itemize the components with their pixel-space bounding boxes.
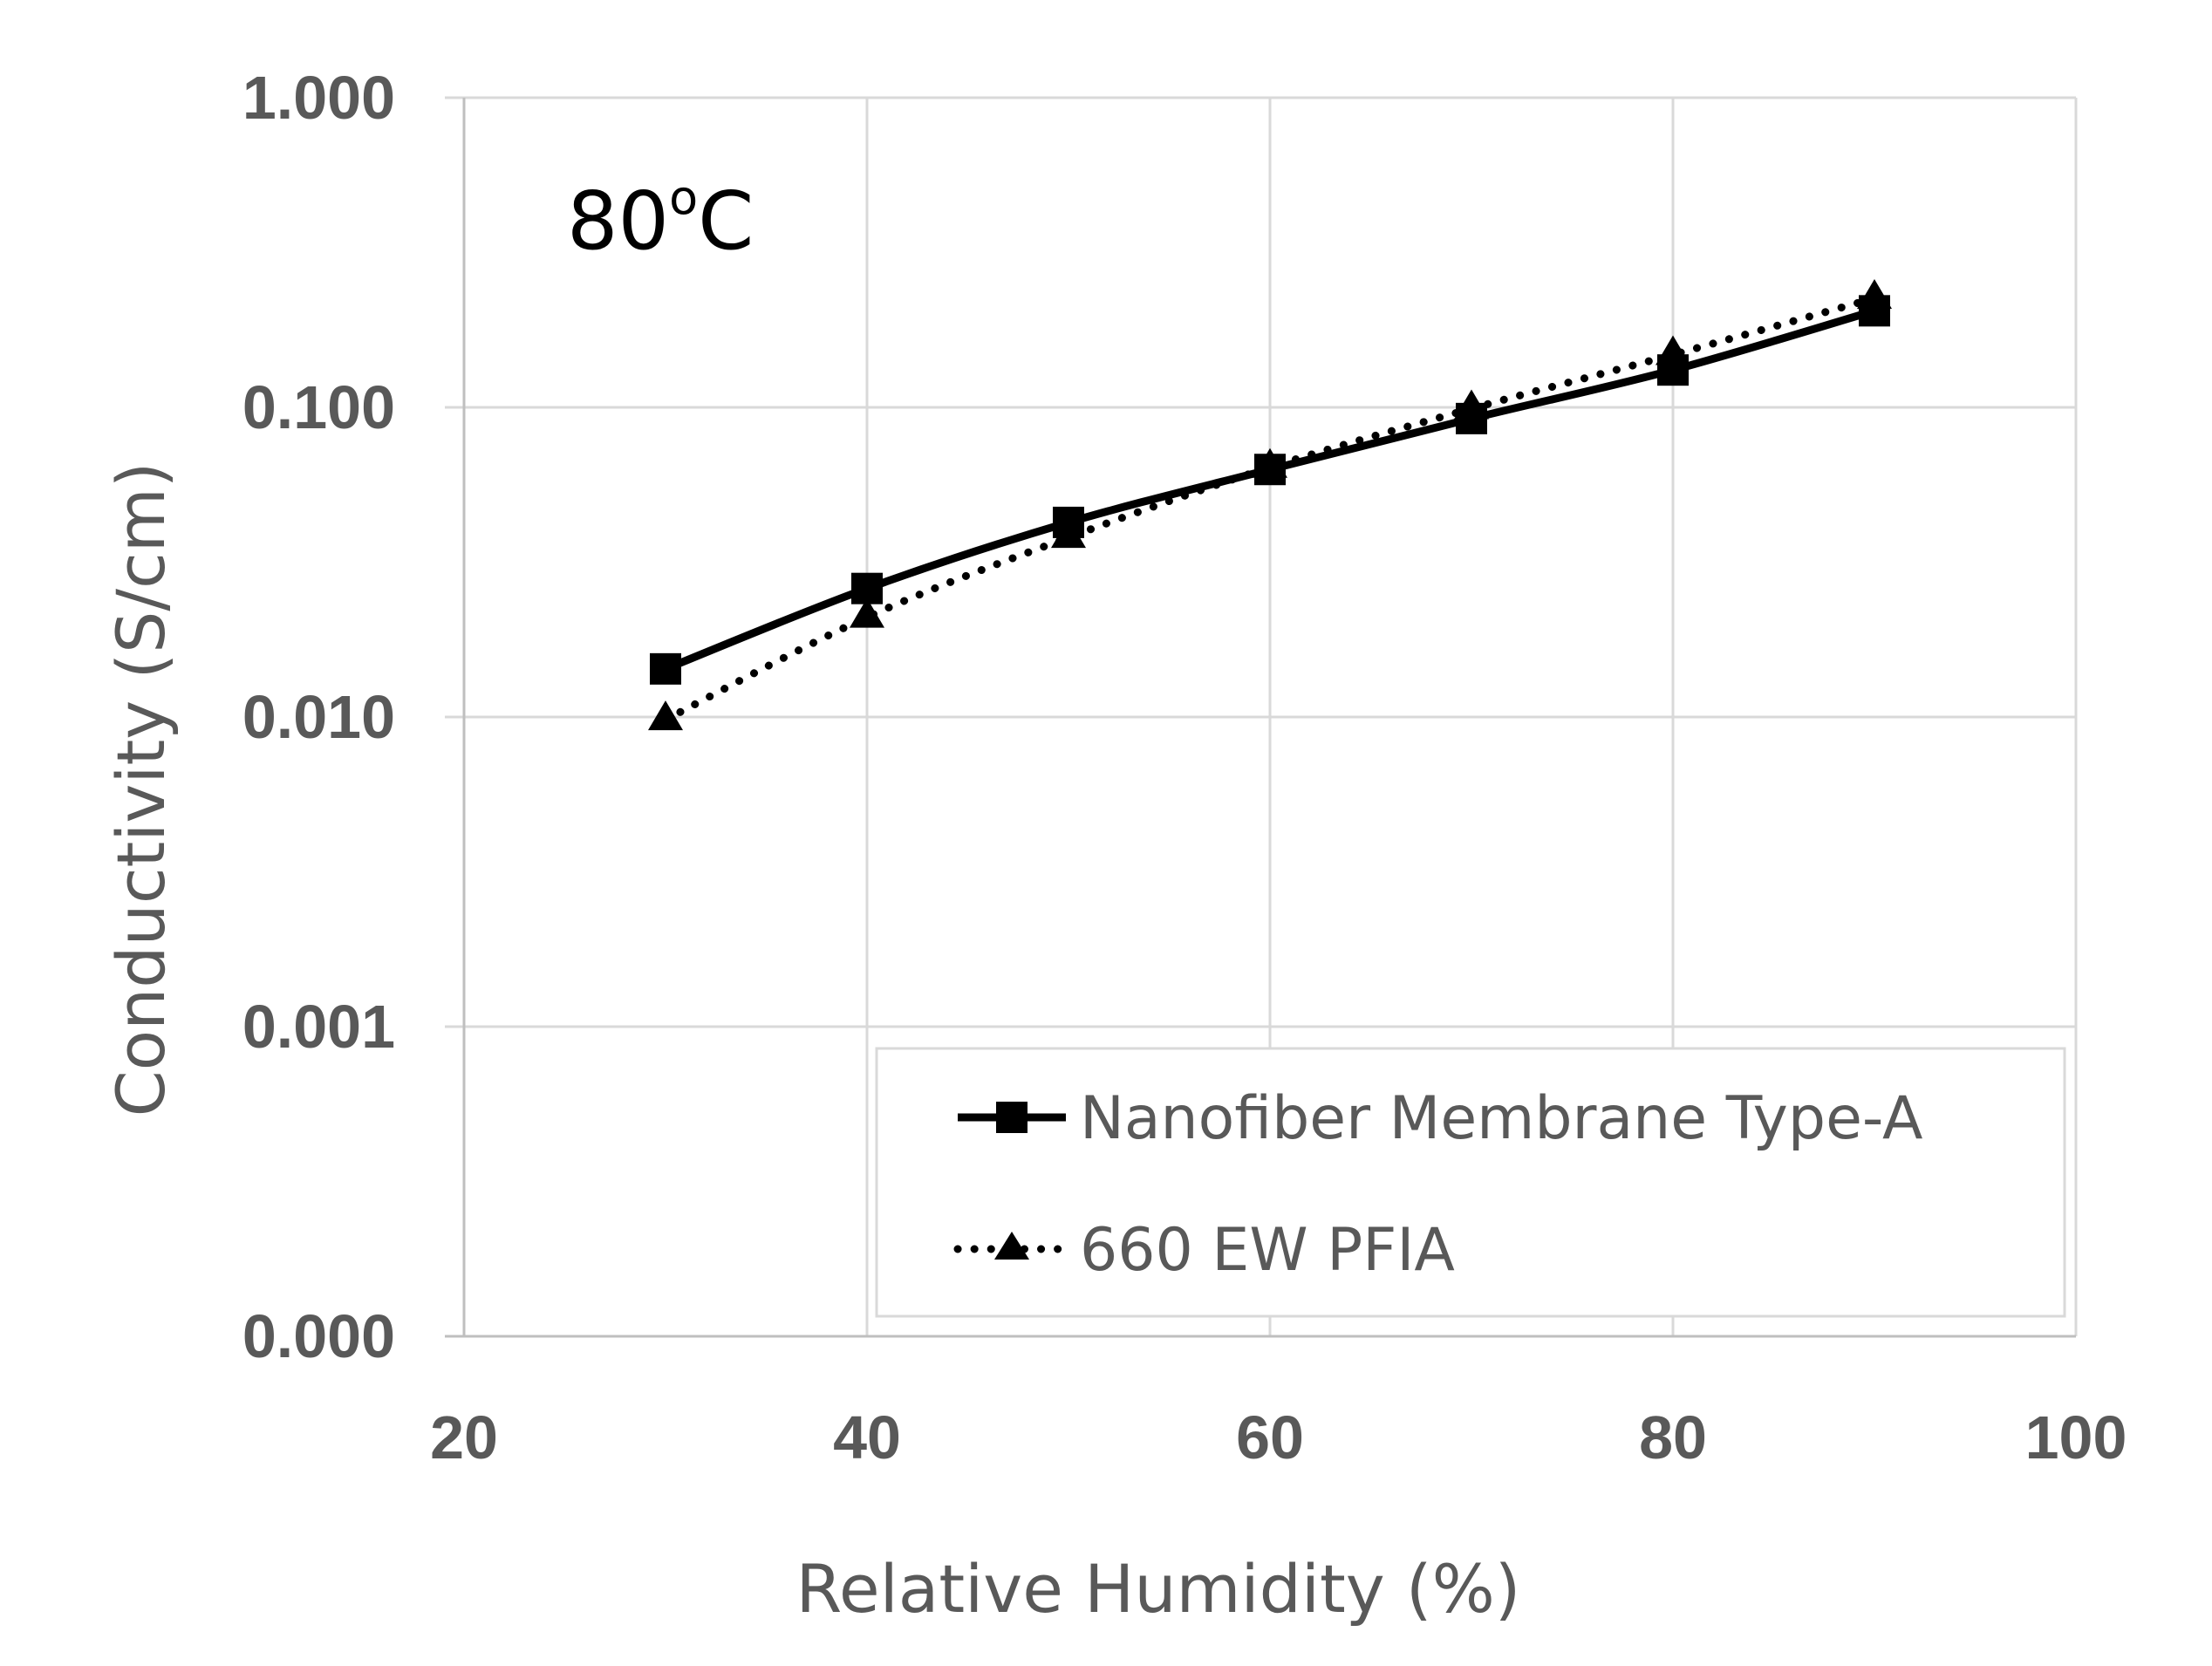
- x-tick-label: 20: [430, 1403, 498, 1471]
- x-tick-label: 60: [1236, 1403, 1304, 1471]
- y-tick-label: 1.000: [242, 64, 395, 132]
- data-point-triangle: [850, 597, 884, 628]
- x-axis-title: Relative Humidity (%): [796, 1550, 1521, 1628]
- y-tick-label: 0.010: [242, 683, 395, 751]
- grid-lines: [445, 96, 2078, 1336]
- data-point-square: [1859, 295, 1890, 327]
- legend-label-nanofiber: Nanofiber Membrane Type-A: [1080, 1084, 1922, 1153]
- legend-triangle-marker: [994, 1232, 1029, 1260]
- legend-label-pfia: 660 EW PFIA: [1080, 1216, 1455, 1285]
- chart-annotation: 80oC: [567, 170, 754, 268]
- data-point-triangle: [648, 700, 683, 731]
- data-point-square: [1053, 506, 1084, 538]
- y-tick-label: 0.000: [242, 1302, 395, 1370]
- y-tick-label: 0.100: [242, 373, 395, 441]
- y-axis-title: Conductivity (S/cm): [102, 462, 180, 1117]
- series-nanofiber: [650, 295, 1890, 685]
- data-point-square: [650, 652, 681, 685]
- y-tick-label: 0.001: [242, 993, 395, 1061]
- data-series: [648, 278, 1892, 731]
- plot-axes: [445, 98, 2076, 1338]
- data-point-square: [851, 572, 883, 604]
- x-tick-label: 80: [1639, 1403, 1707, 1471]
- data-point-square: [1657, 354, 1689, 386]
- x-tick-label: 100: [2025, 1403, 2127, 1471]
- data-point-square: [1456, 402, 1487, 434]
- data-point-square: [1254, 454, 1286, 486]
- tick-labels: 20 40 60 80 100 0.000 0.001 0.010 0.100 1.000: [242, 64, 2127, 1471]
- legend-square-marker: [996, 1102, 1027, 1133]
- legend: Nanofiber Membrane Type-A 660 EW PFIA: [875, 1047, 2066, 1318]
- x-tick-label: 40: [833, 1403, 901, 1471]
- legend-box: [875, 1047, 2066, 1318]
